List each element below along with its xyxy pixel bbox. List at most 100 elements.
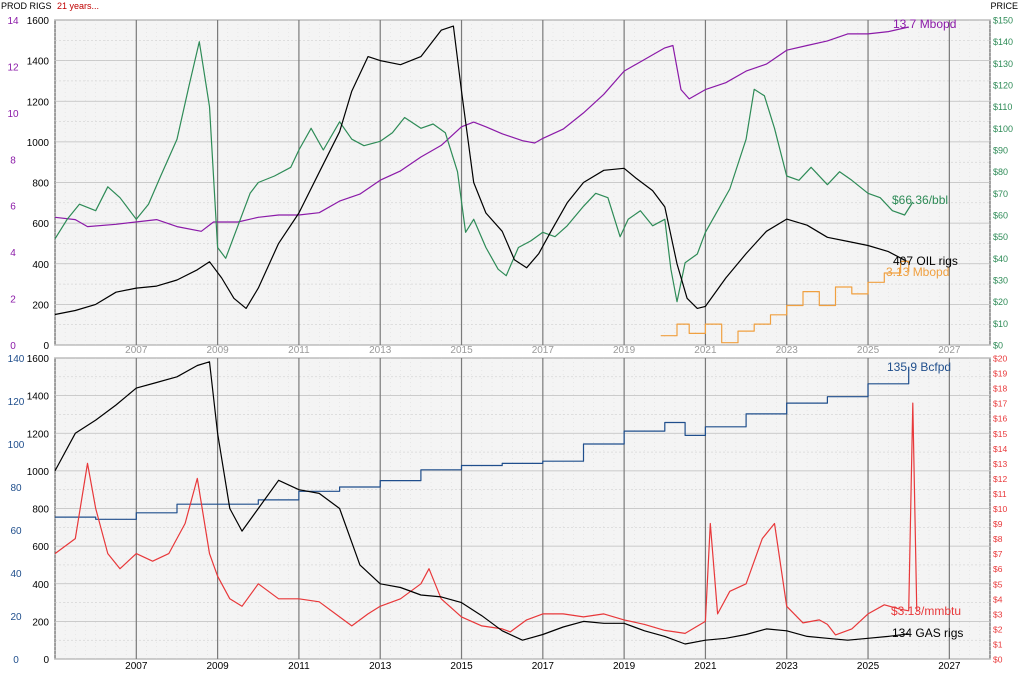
gas-x-tick-label: 2017	[532, 661, 555, 672]
oil-rig-tick: 600	[32, 219, 49, 230]
oil-x-tick-label: 2007	[125, 345, 148, 356]
oil-production-tick: 2	[10, 295, 16, 306]
oil-price-tick: $40	[993, 254, 1008, 264]
series-line--3-13-mmbtu	[54, 402, 918, 636]
gas-price-tick: $8	[993, 534, 1003, 544]
gas-production-tick: 120	[8, 397, 25, 408]
gas-price-tick: $20	[993, 354, 1007, 364]
annotation-13-7-mbopd: 13.7 Mbopd	[893, 17, 956, 31]
gas-production-tick: 60	[10, 526, 22, 537]
oil-x-tick-label: 2019	[613, 345, 636, 356]
gas-price-tick: $9	[993, 519, 1003, 529]
oil-rig-tick: 1400	[27, 57, 50, 68]
gas-production-tick: 140	[8, 354, 25, 365]
gas-price-tick: $17	[993, 399, 1007, 409]
annotation--3-13-mmbtu: $3.13/mmbtu	[891, 604, 961, 618]
gas-price-tick: $2	[993, 624, 1003, 634]
series-line-13-7-mbopd	[54, 26, 909, 232]
oil-x-tick-label: 2027	[938, 345, 961, 356]
annotation-134-gas-rigs: 134 GAS rigs	[892, 626, 963, 640]
oil-price-tick: $120	[993, 81, 1013, 91]
gas-price-tick: $7	[993, 549, 1003, 559]
oil-production-tick: 6	[10, 202, 16, 213]
oil-x-tick-label: 2013	[369, 345, 392, 356]
oil-rig-tick: 200	[32, 300, 49, 311]
gas-production-tick: 0	[13, 655, 19, 666]
gas-production-tick: 20	[10, 612, 22, 623]
oil-price-tick: $140	[993, 37, 1013, 47]
oil-price-tick: $50	[993, 232, 1008, 242]
oil-panel: 2007 2009 2011 2013 2015 2017 2019 2021 2023 2025…	[7, 16, 1013, 357]
gas-price-tick: $5	[993, 579, 1003, 589]
gas-rig-tick: 1000	[27, 467, 50, 478]
oil-x-tick-label: 2023	[776, 345, 799, 356]
gas-production-tick: 40	[10, 569, 22, 580]
gas-price-tick: $1	[993, 639, 1003, 649]
oil-rig-tick: 400	[32, 260, 49, 271]
gas-x-tick-label: 2007	[125, 661, 148, 672]
oil-price-tick: $150	[993, 16, 1013, 26]
panels: 2007 2009 2011 2013 2015 2017 2019 2021 2023 2025…	[7, 16, 1013, 673]
right-axis-header: PRICE	[990, 1, 1018, 11]
annotation-135-9-bcfpd: 135.9 Bcfpd	[887, 360, 951, 374]
oil-x-tick-label: 2025	[857, 345, 880, 356]
oil-rig-tick: 1200	[27, 97, 50, 108]
gas-x-tick-label: 2021	[694, 661, 717, 672]
gas-rig-tick: 600	[32, 542, 49, 553]
oil-price-tick: $70	[993, 189, 1008, 199]
oil-rig-tick: 800	[32, 179, 49, 190]
gas-price-tick: $6	[993, 564, 1003, 574]
oil-rig-tick: 0	[43, 341, 49, 352]
series-line--66-36-bbl	[54, 41, 914, 303]
gas-x-tick-label: 2023	[776, 661, 799, 672]
oil-production-tick: 10	[7, 109, 19, 120]
left-axis-header: PROD RIGS	[1, 1, 52, 11]
oil-x-tick-label: 2009	[206, 345, 229, 356]
oil-production-tick: 0	[10, 341, 16, 352]
oil-x-tick-label: 2011	[288, 345, 310, 356]
gas-x-tick-label: 2013	[369, 661, 392, 672]
gas-price-tick: $16	[993, 414, 1007, 424]
gas-production-tick: 100	[8, 440, 25, 451]
gas-price-tick: $4	[993, 594, 1003, 604]
gas-price-tick: $0	[993, 655, 1003, 665]
gas-price-tick: $10	[993, 504, 1007, 514]
oil-production-tick: 14	[7, 16, 19, 27]
oil-price-tick: $20	[993, 297, 1008, 307]
annotation--66-36-bbl: $66.36/bbl	[892, 193, 948, 207]
gas-x-tick-label: 2027	[938, 661, 961, 672]
series-line-3-13-mbopd	[660, 260, 910, 344]
gas-price-tick: $19	[993, 369, 1007, 379]
gas-x-tick-label: 2009	[206, 661, 229, 672]
annotation-407-oil-rigs: 407 OIL rigs	[893, 254, 958, 268]
series-line-134-gas-rigs	[54, 361, 909, 645]
oil-production-tick: 4	[10, 248, 16, 259]
gas-x-tick-label: 2011	[288, 661, 310, 672]
oil-price-tick: $90	[993, 146, 1008, 156]
gas-rig-tick: 1600	[27, 354, 50, 365]
gas-production-tick: 80	[10, 483, 22, 494]
gas-rig-tick: 200	[32, 617, 49, 628]
oil-price-tick: $30	[993, 276, 1008, 286]
gas-price-tick: $13	[993, 459, 1007, 469]
gas-rig-tick: 0	[43, 655, 49, 666]
gas-x-tick-label: 2019	[613, 661, 636, 672]
oil-rig-tick: 1600	[27, 16, 50, 27]
oil-price-tick: $100	[993, 124, 1013, 134]
gas-price-tick: $11	[993, 489, 1007, 499]
gas-rig-tick: 1400	[27, 392, 50, 403]
gas-price-tick: $12	[993, 474, 1007, 484]
gas-price-tick: $3	[993, 609, 1003, 619]
oil-price-tick: $130	[993, 59, 1013, 69]
gas-rig-tick: 800	[32, 505, 49, 516]
oil-x-tick-label: 2017	[532, 345, 555, 356]
gas-price-tick: $18	[993, 384, 1007, 394]
oil-rig-tick: 1000	[27, 138, 50, 149]
gas-x-tick-label: 2025	[857, 661, 880, 672]
series-line-135-9-bcfpd	[55, 366, 910, 520]
annotation-3-13-mbopd: 3.13 Mbopd	[886, 265, 949, 279]
gas-price-tick: $14	[993, 444, 1007, 454]
oil-price-tick: $10	[993, 319, 1008, 329]
gas-rig-tick: 1200	[27, 429, 50, 440]
